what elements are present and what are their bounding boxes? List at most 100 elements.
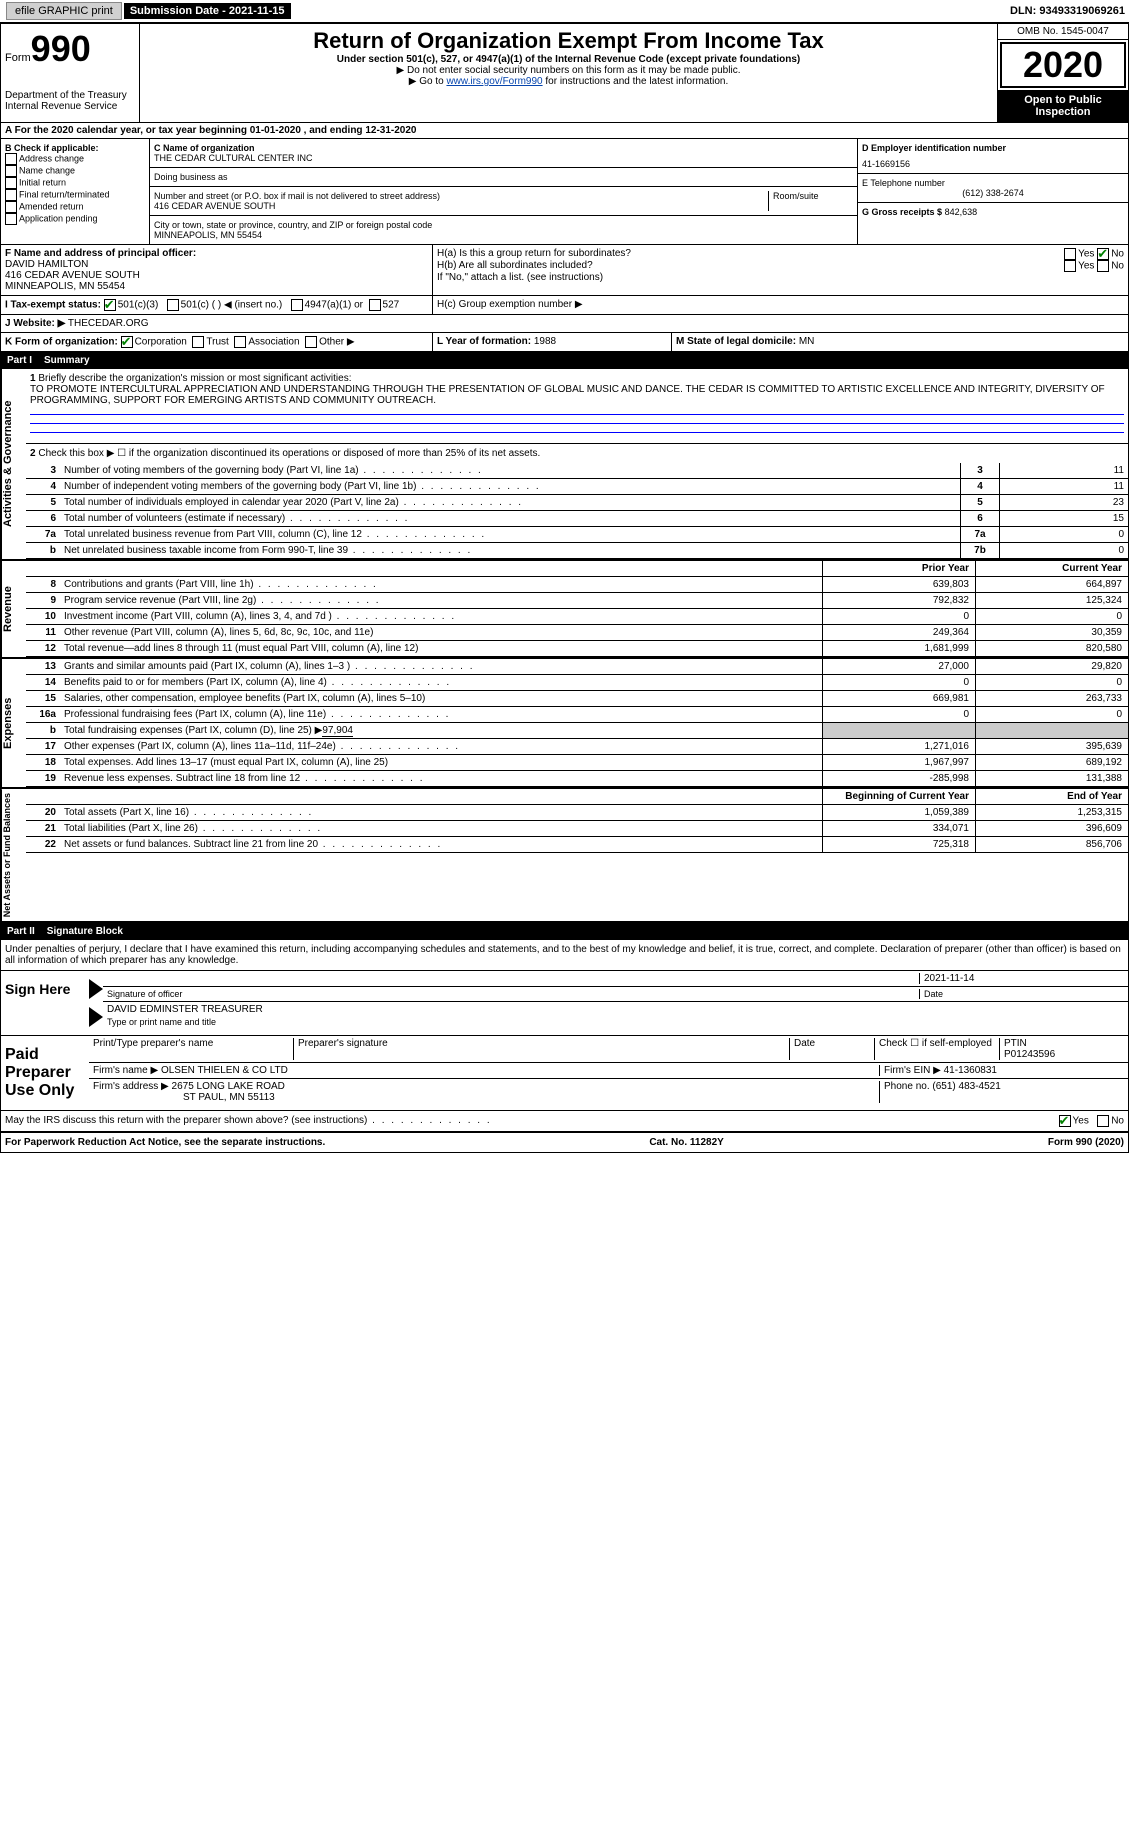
chk-trust[interactable]	[192, 336, 204, 348]
chk-hb-no[interactable]	[1097, 260, 1109, 272]
chk-final[interactable]	[5, 189, 17, 201]
officer-name: DAVID HAMILTON	[5, 259, 428, 270]
gross-receipts: 842,638	[945, 207, 978, 217]
c9: 125,324	[975, 593, 1128, 608]
website: THECEDAR.ORG	[68, 318, 149, 329]
city-label: City or town, state or province, country…	[154, 220, 853, 230]
chk-501c[interactable]	[167, 299, 179, 311]
hb-note: If "No," attach a list. (see instruction…	[437, 272, 1124, 283]
form-footer: Form 990 (2020)	[1048, 1137, 1124, 1148]
v7a: 0	[999, 527, 1128, 542]
c14: 0	[975, 675, 1128, 690]
chk-4947[interactable]	[291, 299, 303, 311]
p11: 249,364	[822, 625, 975, 640]
p15: 669,981	[822, 691, 975, 706]
firm-ein-label: Firm's EIN ▶	[884, 1065, 941, 1076]
c8: 664,897	[975, 577, 1128, 592]
chk-discuss-yes[interactable]	[1059, 1115, 1071, 1127]
firm-name: OLSEN THIELEN & CO LTD	[161, 1065, 288, 1076]
dln: DLN: 93493319069261	[1010, 5, 1125, 17]
vert-expenses: Expenses	[1, 659, 26, 787]
prep-date-label: Date	[790, 1038, 875, 1060]
p21: 334,071	[822, 821, 975, 836]
city-value: MINNEAPOLIS, MN 55454	[154, 230, 853, 240]
dba-label: Doing business as	[154, 172, 853, 182]
efile-btn[interactable]: efile GRAPHIC print	[6, 2, 122, 20]
l22: Net assets or fund balances. Subtract li…	[60, 837, 822, 852]
c21: 396,609	[975, 821, 1128, 836]
chk-hb-yes[interactable]	[1064, 260, 1076, 272]
chk-amended[interactable]	[5, 201, 17, 213]
declaration: Under penalties of perjury, I declare th…	[1, 940, 1128, 971]
part1-header: Part I Summary	[1, 352, 1128, 369]
chk-501c3[interactable]	[104, 299, 116, 311]
hc-label: H(c) Group exemption number ▶	[437, 299, 583, 310]
form-subtitle: Under section 501(c), 527, or 4947(a)(1)…	[144, 54, 993, 65]
c19: 131,388	[975, 771, 1128, 786]
firm-phone-label: Phone no.	[884, 1081, 930, 1092]
box-d-label: D Employer identification number	[862, 143, 1124, 153]
c17: 395,639	[975, 739, 1128, 754]
p22: 725,318	[822, 837, 975, 852]
p16a: 0	[822, 707, 975, 722]
arrow-icon	[89, 979, 103, 999]
chk-ha-yes[interactable]	[1064, 248, 1076, 260]
form-title: Return of Organization Exempt From Incom…	[144, 28, 993, 54]
v6: 15	[999, 511, 1128, 526]
l7b: Net unrelated business taxable income fr…	[60, 543, 960, 558]
top-bar: efile GRAPHIC print Submission Date - 20…	[0, 0, 1129, 23]
chk-address[interactable]	[5, 153, 17, 165]
firm-addr1: 2675 LONG LAKE ROAD	[172, 1081, 285, 1092]
box-g-label: G Gross receipts $	[862, 207, 942, 217]
c13: 29,820	[975, 659, 1128, 674]
chk-application[interactable]	[5, 213, 17, 225]
eoy-hdr: End of Year	[975, 789, 1128, 804]
l18: Total expenses. Add lines 13–17 (must eq…	[60, 755, 822, 770]
sig-date: 2021-11-14	[919, 973, 1124, 984]
chk-discuss-no[interactable]	[1097, 1115, 1109, 1127]
phone: (612) 338-2674	[862, 188, 1124, 198]
l11: Other revenue (Part VIII, column (A), li…	[60, 625, 822, 640]
box-f-label: F Name and address of principal officer:	[5, 248, 428, 259]
firm-ein: 41-1360831	[944, 1065, 997, 1076]
street-label: Number and street (or P.O. box if mail i…	[154, 191, 764, 201]
type-name-label: Type or print name and title	[103, 1017, 1128, 1027]
current-year-hdr: Current Year	[975, 561, 1128, 576]
l19: Revenue less expenses. Subtract line 18 …	[60, 771, 822, 786]
row-a-tax-year: A For the 2020 calendar year, or tax yea…	[1, 123, 1128, 139]
state-domicile: MN	[799, 336, 815, 347]
omb-number: OMB No. 1545-0047	[998, 24, 1128, 40]
l21: Total liabilities (Part X, line 26)	[60, 821, 822, 836]
l17: Other expenses (Part IX, column (A), lin…	[60, 739, 822, 754]
l9: Program service revenue (Part VIII, line…	[60, 593, 822, 608]
p20: 1,059,389	[822, 805, 975, 820]
part2-header: Part II Signature Block	[1, 923, 1128, 940]
chk-assoc[interactable]	[234, 336, 246, 348]
chk-ha-no[interactable]	[1097, 248, 1109, 260]
chk-corp[interactable]	[121, 336, 133, 348]
c11: 30,359	[975, 625, 1128, 640]
c20: 1,253,315	[975, 805, 1128, 820]
v7b: 0	[999, 543, 1128, 558]
officer-addr1: 416 CEDAR AVENUE SOUTH	[5, 270, 428, 281]
vert-netassets: Net Assets or Fund Balances	[1, 789, 26, 921]
org-name: THE CEDAR CULTURAL CENTER INC	[154, 153, 853, 163]
chk-name[interactable]	[5, 165, 17, 177]
firm-phone: (651) 483-4521	[932, 1081, 1000, 1092]
box-c-label: C Name of organization	[154, 143, 853, 153]
c15: 263,733	[975, 691, 1128, 706]
chk-initial[interactable]	[5, 177, 17, 189]
prior-year-hdr: Prior Year	[822, 561, 975, 576]
l7a: Total unrelated business revenue from Pa…	[60, 527, 960, 542]
sign-here-label: Sign Here	[1, 971, 89, 1035]
l13: Grants and similar amounts paid (Part IX…	[60, 659, 822, 674]
self-employed: Check ☐ if self-employed	[875, 1038, 1000, 1060]
row-i-label: I Tax-exempt status:	[5, 300, 101, 311]
chk-527[interactable]	[369, 299, 381, 311]
irs-link[interactable]: www.irs.gov/Form990	[446, 76, 542, 87]
l5: Total number of individuals employed in …	[60, 495, 960, 510]
prep-sig-label: Preparer's signature	[294, 1038, 790, 1060]
p9: 792,832	[822, 593, 975, 608]
p13: 27,000	[822, 659, 975, 674]
chk-other[interactable]	[305, 336, 317, 348]
